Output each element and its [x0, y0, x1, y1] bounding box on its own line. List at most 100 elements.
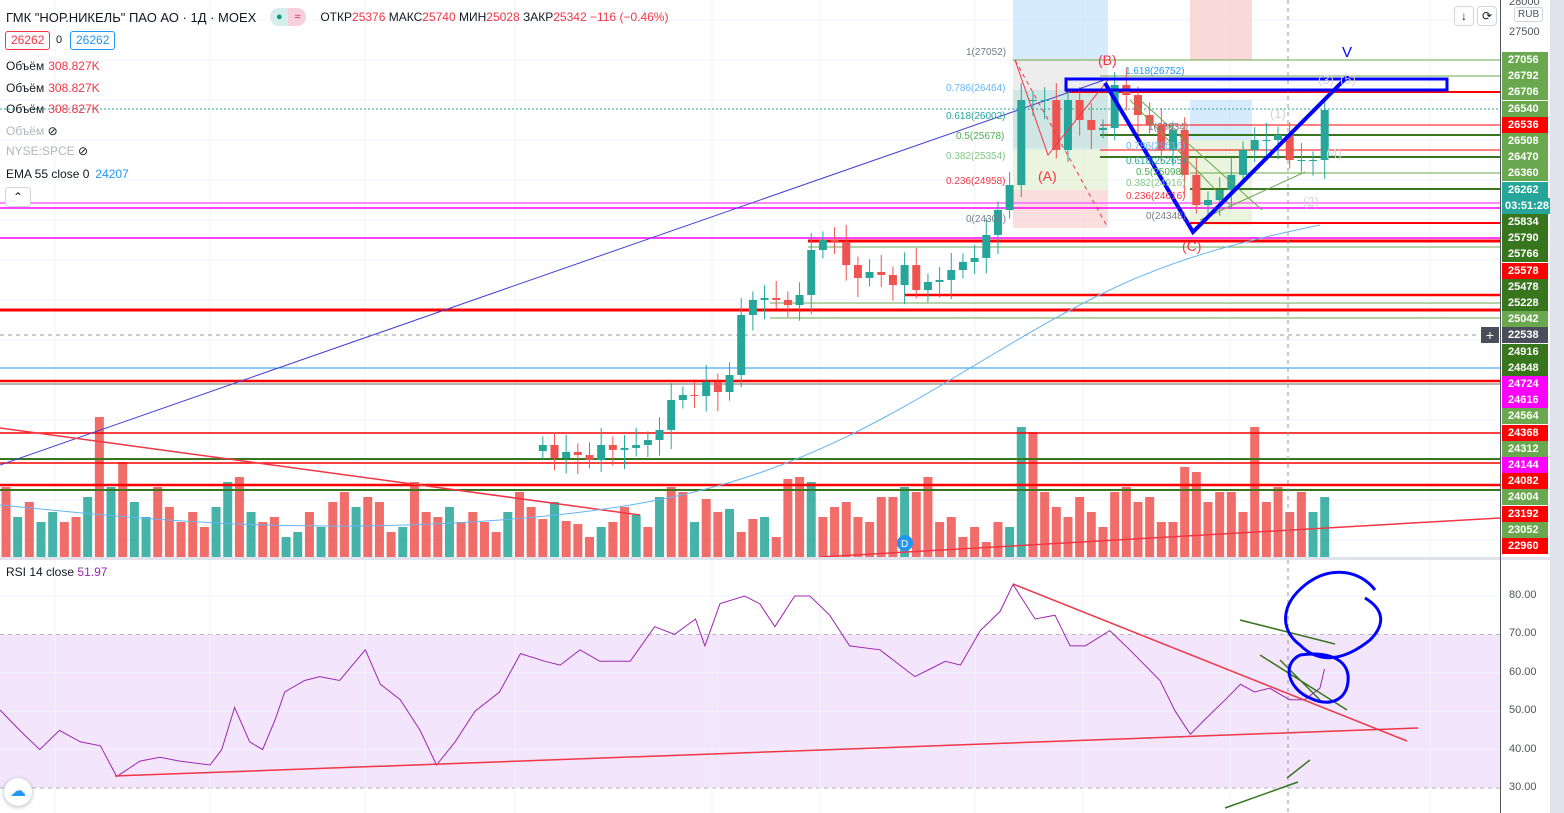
wave-label-1: (1)	[1270, 106, 1286, 121]
price-axis[interactable]: 28000 27500 RUB 27056 26792 26706 26540 2653…	[1500, 0, 1552, 813]
pane-separator[interactable]	[0, 557, 1550, 560]
candle-body	[1110, 84, 1119, 128]
candle-body	[818, 239, 827, 251]
volume-bar	[1250, 427, 1260, 557]
green-trend-lines[interactable]	[1129, 99, 1306, 221]
candle-body	[632, 444, 641, 448]
volume-bar	[339, 492, 349, 557]
volume-bar	[246, 512, 256, 557]
legend-ema[interactable]: EMA 55 close 0 24207	[6, 167, 129, 181]
volume-bar	[561, 521, 571, 557]
price-chart[interactable]: D	[0, 0, 1500, 557]
rsi-trendline-up[interactable]	[114, 727, 1419, 777]
candle-body	[1075, 100, 1084, 121]
candle-body	[795, 294, 804, 306]
rsi-circle-drawings[interactable]	[1284, 570, 1383, 704]
reset-chart-button[interactable]: ⟳	[1477, 6, 1497, 26]
price-label: 25766	[1502, 246, 1548, 263]
price-label: 24144	[1502, 457, 1548, 473]
legend-name: NYSE:SPCE	[6, 144, 75, 158]
blue-rectangle[interactable]	[1064, 77, 1449, 92]
volume-bar	[573, 524, 583, 557]
candle-body	[772, 297, 781, 300]
fib-label: 0.786(25516)	[1126, 141, 1186, 152]
candle-body	[1262, 140, 1271, 142]
currency-button[interactable]: RUB	[1514, 7, 1544, 22]
candle-body	[842, 241, 851, 266]
candle-body	[1180, 129, 1189, 175]
volume-bar	[1110, 492, 1120, 557]
fib-label: 1(25834)	[1148, 122, 1189, 133]
abc-wave-path[interactable]	[1014, 59, 1109, 157]
symbol-title[interactable]: ГМК "НОР.НИКЕЛЬ" ПАО АО · 1Д · MOEX	[6, 9, 257, 25]
legend-volume-hidden[interactable]: Объём ⊘	[6, 124, 58, 138]
volume-bar	[935, 522, 945, 557]
grid	[0, 0, 1500, 557]
fib-label: 0.786(26464)	[946, 83, 1006, 94]
legend-spce-hidden[interactable]: NYSE:SPCE ⊘	[6, 144, 88, 158]
volume-bar	[24, 502, 34, 557]
price-pane[interactable]: D 1(27052) 0.786(26464) 0.618(26002) 0.5…	[0, 0, 1500, 557]
price-label: 24848	[1502, 359, 1548, 376]
chart-header: ГМК "НОР.НИКЕЛЬ" ПАО АО · 1Д · MOEX ● ≈ О…	[6, 8, 668, 26]
rsi-pane[interactable]: RSI 14 close 51.97 ☁	[0, 560, 1500, 813]
volume-bar	[374, 502, 384, 557]
trendline-red-up[interactable]	[819, 517, 1500, 557]
candle-body	[748, 299, 757, 315]
scrollbar[interactable]	[1550, 0, 1564, 813]
fib-label: 0.236(24958)	[946, 176, 1006, 187]
wave-label-b: (B)	[1098, 52, 1117, 68]
close-value: 25342	[553, 10, 587, 24]
volume-bar	[526, 507, 536, 557]
candle-body	[1028, 100, 1037, 102]
buy-button[interactable]: 26262	[70, 31, 116, 50]
volume-bar	[725, 509, 735, 557]
v-pattern-drawing[interactable]	[1103, 74, 1350, 236]
scroll-to-latest-button[interactable]: ↓	[1454, 6, 1474, 26]
trendline-blue[interactable]	[0, 77, 1111, 466]
eye-hidden-icon[interactable]: ⊘	[78, 144, 89, 158]
price-label: 25578	[1502, 262, 1548, 279]
volume-bar	[1133, 502, 1143, 557]
market-open-dot-icon: ●	[270, 8, 289, 26]
volume-bar	[479, 522, 489, 557]
volume-bar	[946, 517, 956, 557]
candle-body	[643, 440, 652, 445]
volume-bar	[293, 532, 303, 557]
volume-bar	[1005, 527, 1015, 557]
legend-volume-3[interactable]: Объём 308.827K	[6, 102, 100, 116]
add-alert-plus-icon[interactable]: +	[1481, 327, 1499, 343]
volume-bar	[631, 515, 641, 557]
candle-body	[562, 451, 571, 459]
fib-label: 0.5(25678)	[956, 131, 1005, 142]
horizontal-levels[interactable]	[0, 59, 1500, 491]
rsi-axis-tick: 80.00	[1509, 589, 1537, 601]
rsi-legend[interactable]: RSI 14 close 51.97	[6, 565, 107, 579]
candle-body	[1087, 120, 1096, 130]
fib-zone-bottom	[1013, 190, 1108, 228]
volume-bar	[433, 517, 443, 557]
candle-body	[970, 257, 979, 262]
rsi-chart[interactable]	[0, 560, 1500, 813]
legend-volume-1[interactable]: Объём 308.827K	[6, 59, 100, 73]
eye-hidden-icon[interactable]: ⊘	[47, 124, 58, 138]
rsi-trendline-down[interactable]	[1012, 583, 1408, 742]
volume-bar	[620, 507, 630, 557]
legend-name: EMA 55 close 0	[6, 167, 90, 181]
volume-bars	[1, 417, 1330, 557]
fib-label: 0.382(25354)	[946, 151, 1006, 162]
tradingview-logo-icon[interactable]: ☁	[4, 778, 32, 806]
volume-bar	[923, 477, 933, 557]
collapse-legend-button[interactable]: ⌃	[5, 187, 31, 207]
market-status[interactable]: ● ≈	[270, 8, 307, 26]
volume-bar	[1180, 467, 1190, 557]
dividend-marker[interactable]	[897, 535, 913, 551]
trendline-red-down[interactable]	[0, 427, 641, 516]
legend-volume-2[interactable]: Объём 308.827K	[6, 81, 100, 95]
legend-value: 308.827K	[48, 102, 100, 116]
fib-label: 0.236(24616)	[1126, 191, 1186, 202]
candle-body	[620, 447, 629, 450]
sell-button[interactable]: 26262	[5, 31, 51, 50]
legend-name: Объём	[6, 124, 45, 138]
low-value: 25028	[486, 10, 520, 24]
